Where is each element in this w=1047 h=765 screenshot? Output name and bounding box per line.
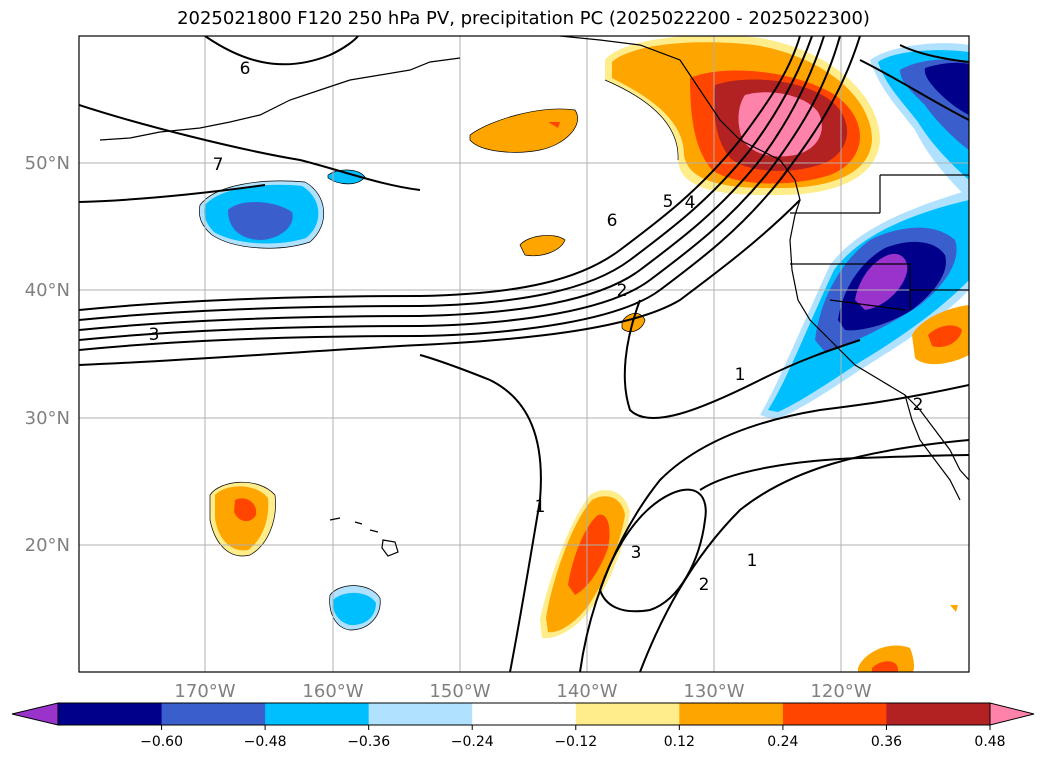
colorbar-box [161,703,266,725]
lon-label: 170°W [174,681,235,702]
contour-label: 3 [631,543,642,563]
colorbar-tick-label: 0.36 [871,734,902,750]
contour-label-group: 6 7 3 1 2 4 5 6 1 3 2 1 2 [149,59,924,595]
colorbar-tick-label: 0.48 [974,734,1005,750]
graticule [79,36,969,672]
lon-label: 160°W [302,681,363,702]
fill-outline-layer [198,79,679,631]
contour-label: 6 [607,211,618,231]
contour-label: 6 [240,59,251,79]
pv-contours [79,36,969,672]
lat-label: 50°N [25,153,70,174]
colorbar-extend-low [11,702,59,726]
lat-label: 40°N [25,280,70,301]
precip-fill-layer [199,36,969,672]
colorbar-tick-label: 0.12 [664,734,695,750]
lon-label: 150°W [429,681,490,702]
colorbar-tick-label: 0.24 [767,734,798,750]
map-frame [78,35,970,673]
latitude-labels: 50°N 40°N 30°N 20°N [25,153,70,556]
lon-label: 140°W [556,681,617,702]
contour-label: 3 [149,325,160,345]
colorbar-extend-high [989,702,1035,726]
colorbar-box [575,703,680,725]
colorbar-box [368,703,473,725]
colorbar-tick-label: −0.48 [244,734,287,750]
colorbar-box [886,703,991,725]
contour-label: 2 [617,281,628,301]
lat-label: 30°N [25,408,70,429]
coastlines [99,36,969,557]
map-title: 2025021800 F120 250 hPa PV, precipitatio… [177,8,870,29]
contour-label: 5 [663,192,674,212]
lon-label: 130°W [683,681,744,702]
colorbar-tick-label: −0.12 [554,734,597,750]
colorbar-box [679,703,784,725]
contour-label: 2 [699,575,710,595]
contour-label: 1 [747,551,758,571]
longitude-labels: 170°W 160°W 150°W 140°W 130°W 120°W [174,681,871,702]
colorbar-tick-label: −0.24 [451,734,494,750]
lat-label: 20°N [25,535,70,556]
colorbar-box [58,703,163,725]
contour-label: 4 [685,193,696,213]
contour-label: 2 [913,395,924,415]
contour-label: 7 [213,155,224,175]
colorbar-box [782,703,887,725]
colorbar-border [57,702,991,726]
contour-label: 1 [535,497,546,517]
colorbar-tick-label: −0.36 [347,734,390,750]
colorbar-box [265,703,370,725]
colorbar-box [472,703,577,725]
lon-label: 120°W [810,681,871,702]
colorbar-tick-label: −0.60 [140,734,183,750]
colorbar: −0.60 −0.48 −0.36 −0.24 −0.12 0.12 0.24 0.36 0.4… [11,702,1035,750]
contour-label: 1 [735,365,746,385]
